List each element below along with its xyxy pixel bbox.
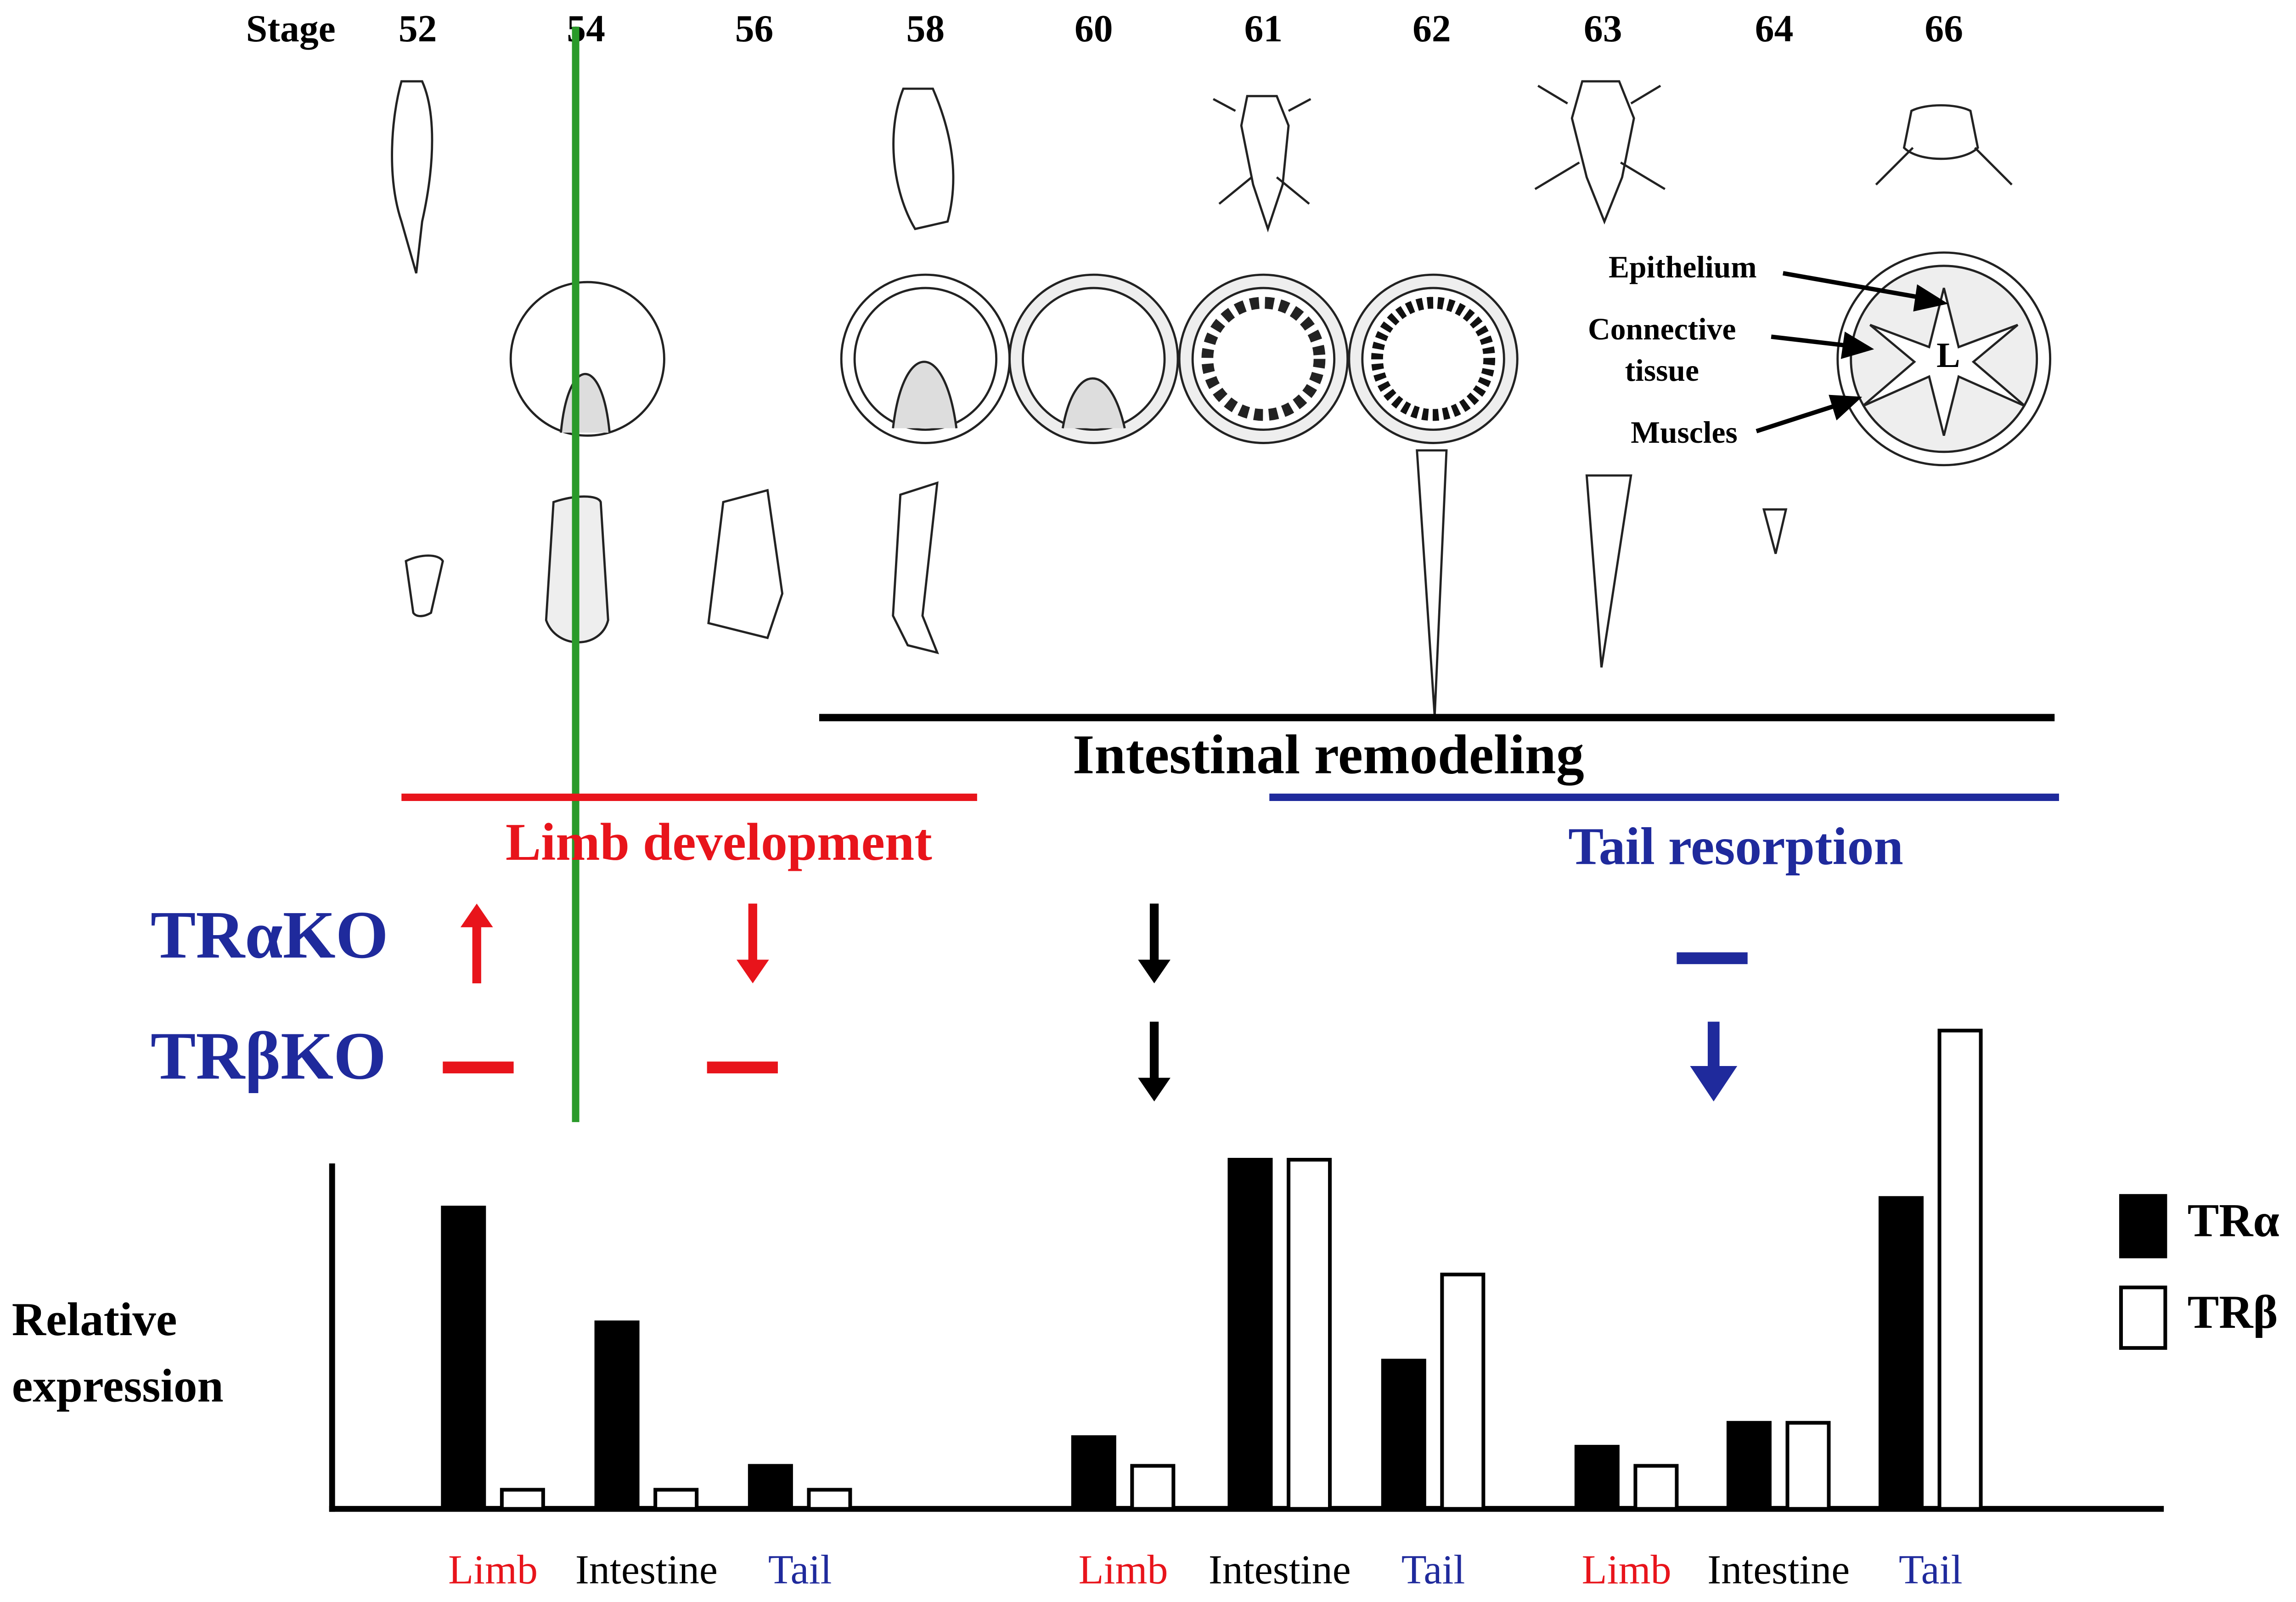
bar	[441, 1206, 486, 1511]
bar	[1071, 1435, 1116, 1511]
bar	[1574, 1444, 1620, 1511]
stage-number: 66	[1925, 8, 1963, 50]
bar	[1785, 1421, 1831, 1511]
bar	[1440, 1272, 1486, 1511]
y-axis-title: expression	[12, 1360, 224, 1412]
muscles-label: Muscles	[1631, 415, 1737, 450]
y-axis-title: Relative	[12, 1293, 177, 1346]
bar	[1937, 1028, 1983, 1511]
section-labels: Epithelium Connective tissue Muscles L	[1588, 250, 1960, 450]
lumen-label: L	[1936, 335, 1960, 375]
limb-tail-sketches	[405, 449, 1788, 716]
bar	[1130, 1464, 1176, 1511]
ko-label: TRαKO	[151, 897, 388, 972]
stage-number: 61	[1244, 8, 1283, 50]
bar	[653, 1488, 699, 1511]
x-tick-label: Tail	[768, 1547, 832, 1592]
tadpole	[892, 87, 955, 231]
legend-swatch	[2119, 1194, 2167, 1258]
ko-label: TRβKO	[151, 1018, 386, 1093]
connective-label: tissue	[1625, 353, 1699, 388]
frog	[1875, 104, 2013, 186]
froglet	[1213, 95, 1311, 233]
bar	[500, 1488, 545, 1511]
x-tick-label: Intestine	[1707, 1547, 1850, 1592]
stage-number: 52	[399, 8, 437, 50]
tadpole	[391, 80, 433, 274]
plot-area: Limb Intestine Tail Limb Intestine Tail Limb In…	[441, 1028, 2279, 1592]
epithelium-label: Epithelium	[1609, 250, 1757, 284]
x-tick-label: Tail	[1401, 1547, 1465, 1592]
stage-number: 63	[1584, 8, 1622, 50]
bar	[1381, 1359, 1426, 1511]
legend-label: TRα	[2188, 1195, 2279, 1247]
stage-number: 56	[735, 8, 774, 50]
ko-effects	[443, 903, 1748, 1102]
x-tick-label: Intestine	[575, 1547, 718, 1592]
bar	[1227, 1157, 1273, 1511]
x-tick-label: Intestine	[1209, 1547, 1351, 1592]
stage-number: 62	[1412, 8, 1451, 50]
x-tick-label: Limb	[448, 1547, 538, 1592]
bar	[1726, 1421, 1772, 1511]
bar	[1878, 1196, 1924, 1511]
intestine-sections	[509, 251, 2052, 467]
bar	[807, 1488, 852, 1511]
x-tick-label: Limb	[1582, 1547, 1671, 1592]
bar	[1287, 1157, 1332, 1511]
bar	[1633, 1464, 1679, 1511]
legend-label: TRβ	[2188, 1286, 2278, 1338]
stage-number: 58	[906, 8, 945, 50]
connective-label: Connective	[1588, 312, 1736, 346]
stage-label: Stage	[246, 8, 336, 50]
pointer-arrows	[1756, 271, 1948, 434]
stage-number: 60	[1075, 8, 1113, 50]
tail-label: Tail resorption	[1568, 817, 1903, 876]
stage-header: Stage 52 54 56 58 60 61 62 63 64 66	[246, 8, 1963, 50]
bar	[594, 1320, 640, 1511]
x-tick-label: Limb	[1079, 1547, 1168, 1592]
legend-swatch	[2119, 1286, 2167, 1350]
remodeling-label: Intestinal remodeling	[1073, 724, 1584, 786]
animal-sketches	[391, 80, 2013, 274]
stage-number: 64	[1755, 8, 1794, 50]
x-tick-label: Tail	[1899, 1547, 1963, 1592]
froglet	[1534, 80, 1666, 225]
limb-label: Limb development	[506, 813, 932, 872]
bar	[748, 1464, 793, 1511]
